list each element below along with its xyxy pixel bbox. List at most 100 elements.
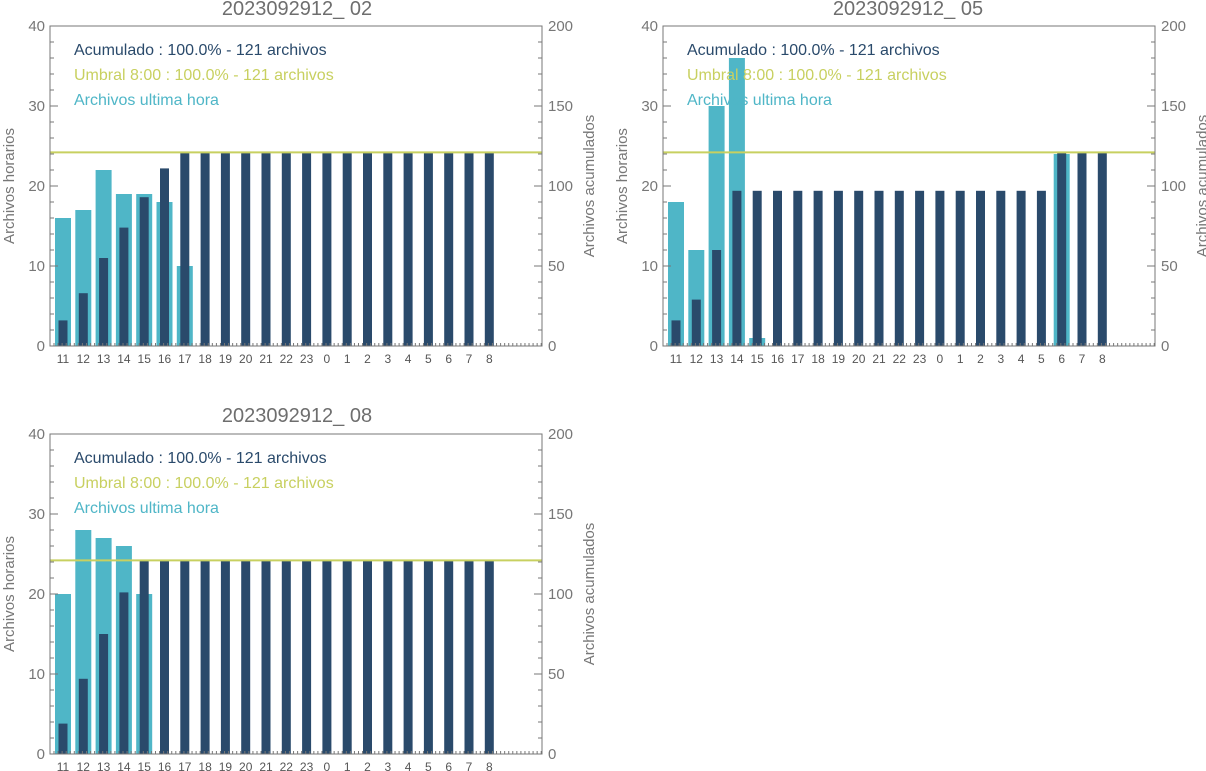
legend-entry: Umbral 8:00 : 100.0% - 121 archivos xyxy=(74,67,334,84)
x-tick-label: 0 xyxy=(937,352,944,366)
x-tick-label: 11 xyxy=(670,352,683,366)
x-tick-label: 7 xyxy=(1079,352,1086,366)
hourly-bar xyxy=(55,594,71,754)
cumulative-bar xyxy=(854,190,864,346)
x-tick-label: 0 xyxy=(324,352,331,366)
x-tick-label: 5 xyxy=(425,352,432,366)
cumulative-bar xyxy=(322,560,332,754)
cumulative-bar xyxy=(383,560,393,754)
x-tick-label: 15 xyxy=(138,760,152,771)
cumulative-bar xyxy=(403,152,413,346)
y-tick-label-left: 0 xyxy=(37,746,45,763)
cumulative-bar xyxy=(894,190,904,346)
x-tick-label: 17 xyxy=(178,760,192,771)
cumulative-bar xyxy=(139,197,149,346)
x-tick-label: 4 xyxy=(405,352,412,366)
y-tick-label-left: 0 xyxy=(650,338,658,355)
x-tick-label: 23 xyxy=(300,352,314,366)
chart-title: 2023092912_ 02 xyxy=(222,0,372,20)
x-tick-label: 7 xyxy=(466,760,473,771)
x-tick-label: 21 xyxy=(259,352,273,366)
cumulative-bar xyxy=(955,190,965,346)
cumulative-bar xyxy=(363,152,372,346)
x-tick-label: 22 xyxy=(280,760,294,771)
y-axis-title-left: Archivos horarios xyxy=(1,128,18,244)
x-tick-label: 14 xyxy=(117,760,131,771)
x-tick-label: 1 xyxy=(344,352,351,366)
x-tick-label: 8 xyxy=(1099,352,1106,366)
y-tick-label-left: 40 xyxy=(28,18,45,35)
x-tick-label: 16 xyxy=(158,352,172,366)
y-tick-label-right: 100 xyxy=(1161,178,1186,195)
cumulative-bar xyxy=(1097,152,1107,346)
cumulative-bar xyxy=(484,152,494,346)
cumulative-bar xyxy=(119,227,129,346)
y-tick-label-right: 0 xyxy=(548,746,556,763)
cumulative-bar xyxy=(200,560,210,754)
x-tick-label: 19 xyxy=(219,760,233,771)
x-tick-label: 17 xyxy=(178,352,192,366)
cumulative-bar xyxy=(464,152,474,346)
cumulative-bar xyxy=(915,190,925,346)
hourly-bar xyxy=(55,218,71,346)
cumulative-bar xyxy=(874,190,884,346)
y-tick-label-left: 10 xyxy=(28,666,45,683)
y-tick-label-right: 50 xyxy=(548,258,565,275)
y-tick-label-right: 50 xyxy=(1161,258,1178,275)
x-tick-label: 3 xyxy=(997,352,1004,366)
cumulative-bar xyxy=(302,152,312,346)
x-tick-label: 22 xyxy=(893,352,907,366)
y-tick-label-left: 40 xyxy=(641,18,658,35)
legend-entry: Archivos ultima hora xyxy=(74,500,219,517)
cumulative-bar xyxy=(1077,152,1087,346)
x-tick-label: 0 xyxy=(324,760,331,771)
x-tick-label: 11 xyxy=(57,760,70,771)
legend-entry: Archivos ultima hora xyxy=(687,92,832,109)
x-tick-label: 4 xyxy=(1018,352,1025,366)
y-axis-title-left: Archivos horarios xyxy=(614,128,631,244)
cumulative-bar xyxy=(444,152,454,346)
cumulative-bar xyxy=(423,560,433,754)
x-tick-label: 21 xyxy=(872,352,886,366)
cumulative-bar xyxy=(302,560,312,754)
x-tick-label: 8 xyxy=(486,760,493,771)
x-tick-label: 1 xyxy=(957,352,964,366)
x-tick-label: 16 xyxy=(158,760,172,771)
x-tick-label: 19 xyxy=(832,352,846,366)
y-tick-label-left: 20 xyxy=(28,586,45,603)
cumulative-bar xyxy=(464,560,474,754)
x-tick-label: 15 xyxy=(751,352,765,366)
cumulative-bar xyxy=(691,299,701,346)
chart-title: 2023092912_ 08 xyxy=(222,405,372,427)
y-tick-label-right: 200 xyxy=(548,426,573,443)
x-tick-label: 20 xyxy=(852,352,866,366)
y-tick-label-left: 30 xyxy=(28,506,45,523)
x-tick-label: 17 xyxy=(791,352,805,366)
cumulative-bar xyxy=(241,152,251,346)
cumulative-bar xyxy=(99,634,109,754)
cumulative-bar xyxy=(281,152,291,346)
y-tick-label-right: 200 xyxy=(548,18,573,35)
y-tick-label-left: 20 xyxy=(28,178,45,195)
legend-entry: Umbral 8:00 : 100.0% - 121 archivos xyxy=(74,475,334,492)
cumulative-bar xyxy=(58,320,68,346)
cumulative-bar xyxy=(935,190,945,346)
y-tick-label-left: 10 xyxy=(28,258,45,275)
y-tick-label-left: 40 xyxy=(28,426,45,443)
cumulative-bar xyxy=(363,560,372,754)
y-tick-label-left: 10 xyxy=(641,258,658,275)
cumulative-bar xyxy=(119,592,129,754)
y-tick-label-right: 150 xyxy=(1161,98,1186,115)
x-tick-label: 6 xyxy=(1058,352,1065,366)
x-tick-label: 3 xyxy=(384,352,391,366)
cumulative-bar xyxy=(180,152,190,346)
cumulative-bar xyxy=(160,560,169,754)
cumulative-bar xyxy=(139,560,149,754)
cumulative-bar xyxy=(261,560,271,754)
y-axis-title-right: Archivos acumulados xyxy=(581,523,598,666)
x-tick-label: 2 xyxy=(364,760,371,771)
y-axis-title-left: Archivos horarios xyxy=(1,536,18,652)
